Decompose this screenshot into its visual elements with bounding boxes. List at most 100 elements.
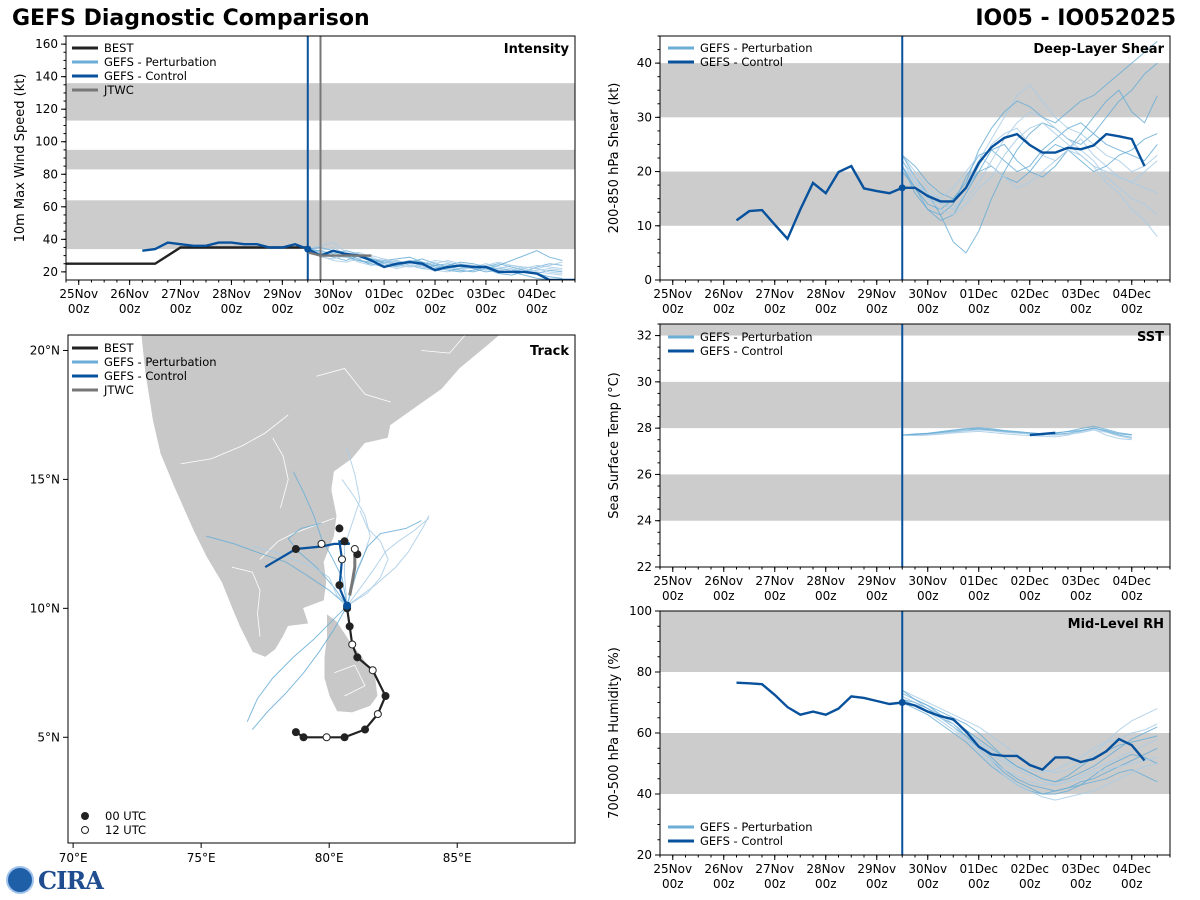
intensity-xtick-label: 01Dec: [365, 287, 404, 301]
sst-xtick-label: 02Dec: [1011, 574, 1050, 588]
rh-xtick-label: 30Nov: [908, 862, 947, 876]
rh-chart: 2040608010025Nov00z26Nov00z27Nov00z28Nov…: [607, 604, 1170, 891]
intensity-xtick-sublabel: 00z: [272, 302, 294, 316]
shear-xtick-label: 03Dec: [1062, 287, 1101, 301]
shear-ylabel: 200-850 hPa Shear (kt): [607, 83, 622, 234]
shear-ytick-label: 0: [644, 273, 652, 287]
intensity-xtick-label: 04Dec: [518, 287, 557, 301]
intensity-legend-label: GEFS - Control: [104, 69, 187, 83]
best-track-point: [369, 667, 376, 674]
intensity-xtick-sublabel: 00z: [221, 302, 243, 316]
sst-frame: [660, 324, 1170, 567]
rh-ytick-label: 40: [637, 787, 652, 801]
shear-xtick-sublabel: 00z: [662, 302, 684, 316]
best-track-point: [341, 734, 348, 741]
sst-xtick-sublabel: 00z: [866, 589, 888, 603]
shear-xtick-label: 02Dec: [1011, 287, 1050, 301]
rh-ytick-label: 20: [637, 848, 652, 862]
sst-ytick-label: 30: [637, 375, 652, 389]
logo-area: CIRA: [6, 866, 103, 894]
track-ytick-label: 5°N: [37, 730, 60, 744]
track-xtick-label: 70°E: [59, 851, 88, 865]
sst-xtick-label: 04Dec: [1113, 574, 1152, 588]
intensity-xtick-sublabel: 00z: [373, 302, 395, 316]
rh-ytick-label: 80: [637, 665, 652, 679]
control-track-point: [336, 525, 343, 532]
rh-legend-label: GEFS - Perturbation: [700, 820, 813, 834]
sst-band: [660, 382, 1170, 428]
sst-xtick-sublabel: 00z: [815, 589, 837, 603]
shear-xtick-sublabel: 00z: [713, 302, 735, 316]
best-track-point: [354, 654, 361, 661]
rh-band: [660, 733, 1170, 794]
intensity-xtick-sublabel: 00z: [424, 302, 446, 316]
track-xtick-label: 80°E: [315, 851, 344, 865]
rh-xtick-sublabel: 00z: [1019, 877, 1041, 891]
rh-xtick-label: 02Dec: [1011, 862, 1050, 876]
intensity-xtick-sublabel: 00z: [68, 302, 90, 316]
intensity-legend-label: GEFS - Perturbation: [104, 55, 217, 69]
shear-ytick-label: 20: [637, 165, 652, 179]
sst-ytick-label: 26: [637, 467, 652, 481]
sst-band: [660, 474, 1170, 520]
shear-xtick-label: 01Dec: [960, 287, 999, 301]
sst-xtick-sublabel: 00z: [713, 589, 735, 603]
shear-xtick-sublabel: 00z: [815, 302, 837, 316]
shear-xtick-sublabel: 00z: [1121, 302, 1143, 316]
sst-legend-label: GEFS - Perturbation: [700, 330, 813, 344]
best-track-point: [374, 711, 381, 718]
best-track-point: [292, 729, 299, 736]
sst-ytick-label: 28: [637, 421, 652, 435]
intensity-xtick-label: 02Dec: [416, 287, 455, 301]
sst-xtick-label: 01Dec: [960, 574, 999, 588]
intensity-legend-label: JTWC: [103, 83, 134, 97]
noaa-logo-icon: [6, 866, 34, 894]
track-xtick-label: 85°E: [443, 851, 472, 865]
intensity-init-marker: [304, 246, 311, 253]
rh-xtick-sublabel: 00z: [968, 877, 990, 891]
track-chart: 70°E 75°E 80°E 85°E 5°N 10°N 15°N 20°N Track BEST…: [30, 312, 575, 865]
sst-xtick-label: 30Nov: [908, 574, 947, 588]
track-ytick-label: 15°N: [30, 472, 60, 486]
shear-band: [660, 63, 1170, 117]
legend-12utc-marker: [82, 827, 89, 834]
shear-legend-label: GEFS - Control: [700, 55, 783, 69]
rh-xtick-sublabel: 00z: [1121, 877, 1143, 891]
shear-ytick-label: 10: [637, 219, 652, 233]
intensity-ytick-label: 100: [35, 135, 58, 149]
intensity-xtick-label: 30Nov: [314, 287, 353, 301]
sst-xtick-sublabel: 00z: [917, 589, 939, 603]
best-track-point: [346, 623, 353, 630]
shear-xtick-label: 26Nov: [704, 287, 743, 301]
control-track-point: [292, 546, 299, 553]
best-track-point: [382, 693, 389, 700]
sst-xtick-label: 25Nov: [653, 574, 692, 588]
sst-ylabel: Sea Surface Temp (°C): [607, 372, 622, 519]
track-legend-label: GEFS - Perturbation: [104, 355, 217, 369]
track-legend-label: BEST: [104, 341, 134, 355]
legend-00utc-label: 00 UTC: [105, 809, 146, 823]
sst-xtick-sublabel: 00z: [968, 589, 990, 603]
rh-xtick-sublabel: 00z: [764, 877, 786, 891]
shear-xtick-sublabel: 00z: [866, 302, 888, 316]
intensity-xtick-sublabel: 00z: [475, 302, 497, 316]
sst-xtick-sublabel: 00z: [1019, 589, 1041, 603]
intensity-xtick-label: 29Nov: [263, 287, 302, 301]
rh-xtick-sublabel: 00z: [713, 877, 735, 891]
shear-chart: 01020304025Nov00z26Nov00z27Nov00z28Nov00…: [607, 36, 1170, 316]
best-track-point: [362, 726, 369, 733]
sst-xtick-sublabel: 00z: [1121, 589, 1143, 603]
sst-ytick-label: 32: [637, 329, 652, 343]
shear-ytick-label: 40: [637, 56, 652, 70]
shear-legend-label: GEFS - Perturbation: [700, 41, 813, 55]
shear-xtick-label: 28Nov: [806, 287, 845, 301]
track-perturbation-line: [347, 518, 429, 606]
intensity-ylabel: 10m Max Wind Speed (kt): [13, 74, 28, 243]
track-xtick-label: 75°E: [187, 851, 216, 865]
shear-ytick-label: 30: [637, 110, 652, 124]
cira-logo: CIRA: [38, 866, 103, 895]
shear-init-marker: [899, 184, 906, 191]
sst-perturbation-line: [902, 429, 1132, 439]
shear-band: [660, 172, 1170, 226]
intensity-xtick-sublabel: 00z: [526, 302, 548, 316]
